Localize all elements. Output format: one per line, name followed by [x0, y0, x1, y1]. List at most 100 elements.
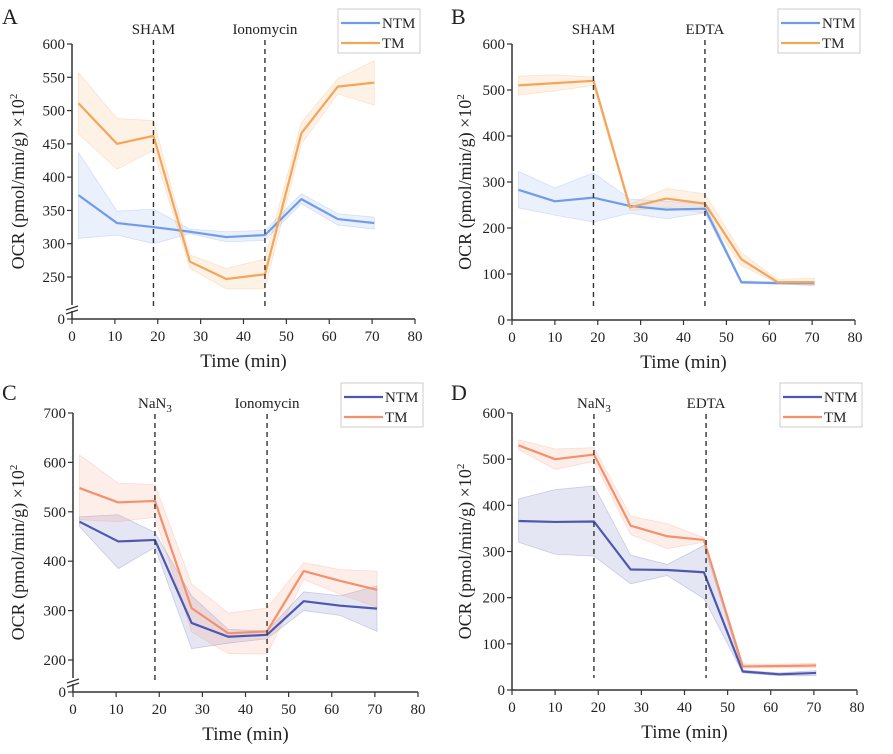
y-tick-label: 0	[498, 313, 506, 329]
series-line-tm	[518, 81, 814, 282]
x-tick-label: 50	[720, 700, 735, 716]
x-tick-label: 10	[548, 700, 563, 716]
y-axis-label: OCR (pmol/min/g) ×102	[8, 465, 29, 641]
x-axis-label: Time (min)	[202, 724, 288, 745]
legend-label-tm: TM	[382, 36, 405, 52]
x-tick-label: 20	[150, 329, 165, 345]
y-tick-label: 400	[44, 554, 67, 570]
superscript: 2	[455, 94, 467, 100]
y-tick-label: 0	[58, 312, 66, 328]
x-tick-label: 50	[279, 329, 294, 345]
x-tick-label: 40	[677, 700, 692, 716]
treatment-marker-label: EDTA	[686, 22, 725, 38]
x-tick-label: 60	[322, 329, 337, 345]
panel-label: A	[2, 4, 18, 29]
x-tick-label: 30	[195, 702, 210, 718]
x-tick-label: 0	[68, 329, 76, 345]
x-tick-label: 60	[763, 700, 778, 716]
x-tick-label: 10	[109, 702, 124, 718]
y-tick-label: 100	[483, 267, 506, 283]
legend-label-ntm: NTM	[824, 390, 857, 406]
error-band-tm	[78, 61, 374, 289]
y-tick-label: 350	[43, 203, 66, 219]
error-band-ntm	[518, 486, 816, 676]
y-tick-label: 100	[483, 637, 506, 653]
panel-label: D	[451, 380, 467, 405]
treatment-marker-label: Ionomycin	[232, 22, 297, 38]
x-tick-label: 70	[367, 702, 382, 718]
legend-label-ntm: NTM	[822, 16, 855, 32]
x-tick-label: 30	[633, 330, 648, 346]
superscript: 2	[8, 94, 20, 100]
x-tick-label: 30	[634, 700, 649, 716]
y-tick-label: 600	[43, 37, 66, 53]
treatment-marker-label: Ionomycin	[235, 396, 300, 412]
subscript: 3	[166, 403, 172, 415]
legend-label-ntm: NTM	[385, 390, 418, 406]
x-tick-label: 20	[591, 700, 606, 716]
x-tick-label: 70	[365, 329, 380, 345]
x-axis-label: Time (min)	[640, 352, 726, 373]
y-tick-label: 300	[43, 237, 66, 253]
panel-label: B	[451, 4, 466, 29]
treatment-marker-label: EDTA	[687, 396, 726, 412]
y-tick-label: 500	[43, 104, 66, 120]
x-tick-label: 20	[152, 702, 167, 718]
y-tick-label: 500	[483, 83, 506, 99]
y-tick-label: 550	[43, 70, 66, 86]
y-tick-label: 700	[44, 406, 67, 422]
y-tick-label: 600	[44, 455, 67, 471]
series-line-tm	[518, 445, 816, 666]
superscript: 2	[8, 465, 20, 471]
x-tick-label: 60	[762, 330, 777, 346]
legend-label-tm: TM	[824, 410, 847, 426]
x-tick-label: 50	[719, 330, 734, 346]
x-tick-label: 60	[324, 702, 339, 718]
x-tick-label: 40	[676, 330, 691, 346]
y-tick-label: 300	[483, 175, 506, 191]
y-axis-label: OCR (pmol/min/g) ×102	[8, 94, 29, 270]
x-tick-label: 0	[508, 330, 516, 346]
y-tick-label: 400	[483, 498, 506, 514]
y-tick-label: 600	[483, 406, 506, 422]
panel-label: C	[2, 380, 17, 405]
y-tick-label: 500	[483, 452, 506, 468]
x-tick-label: 0	[508, 700, 516, 716]
x-tick-label: 10	[547, 330, 562, 346]
x-tick-label: 70	[806, 700, 821, 716]
y-tick-label: 250	[43, 270, 66, 286]
x-tick-label: 80	[848, 330, 863, 346]
x-tick-label: 70	[805, 330, 820, 346]
y-tick-label: 300	[44, 604, 67, 620]
series-line-tm	[78, 83, 374, 279]
x-tick-label: 80	[850, 700, 865, 716]
y-tick-label: 200	[483, 591, 506, 607]
legend-label-tm: TM	[822, 36, 845, 52]
x-tick-label: 20	[590, 330, 605, 346]
x-axis-label: Time (min)	[641, 722, 727, 743]
x-tick-label: 40	[236, 329, 251, 345]
y-axis-label: OCR (pmol/min/g) ×102	[455, 94, 476, 270]
x-tick-label: 10	[107, 329, 122, 345]
legend-label-ntm: NTM	[382, 16, 415, 32]
x-tick-label: 40	[238, 702, 253, 718]
treatment-marker-label: NaN3	[577, 396, 611, 415]
x-tick-label: 80	[408, 329, 423, 345]
y-tick-label: 200	[44, 653, 67, 669]
y-tick-label: 400	[483, 129, 506, 145]
treatment-marker-label: NaN3	[138, 396, 172, 415]
y-tick-label: 200	[483, 221, 506, 237]
x-axis-label: Time (min)	[200, 351, 286, 372]
y-tick-label: 300	[483, 545, 506, 561]
superscript: 2	[455, 464, 467, 470]
y-tick-label: 400	[43, 170, 66, 186]
x-tick-label: 80	[411, 702, 426, 718]
y-axis-label: OCR (pmol/min/g) ×102	[455, 464, 476, 640]
x-tick-label: 0	[69, 702, 77, 718]
y-tick-label: 450	[43, 137, 66, 153]
